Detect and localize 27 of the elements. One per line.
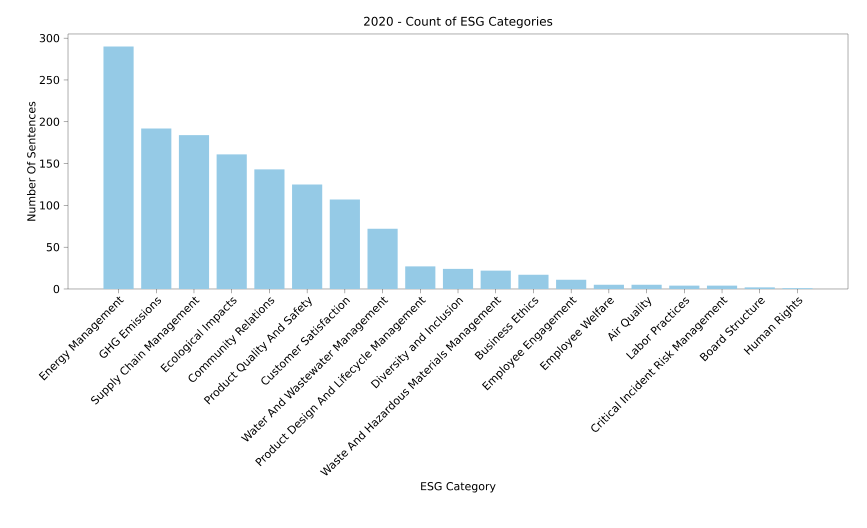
bar <box>594 284 624 289</box>
bar <box>254 169 285 289</box>
y-tick-label: 100 <box>40 201 60 210</box>
bar <box>178 135 210 289</box>
y-tick-label: 250 <box>40 76 60 84</box>
bar <box>330 200 360 289</box>
bar <box>518 274 549 289</box>
bar <box>480 270 511 289</box>
y-tick-label: 50 <box>46 243 60 252</box>
y-tick-label: 0 <box>54 284 60 294</box>
bar <box>141 128 172 289</box>
bar <box>632 284 662 289</box>
y-axis-title: Number Of Sentences <box>26 102 36 221</box>
bar <box>292 184 322 289</box>
bar <box>216 154 247 289</box>
bar <box>103 46 134 289</box>
bar <box>405 266 436 289</box>
bar <box>442 268 474 289</box>
y-tick-label: 150 <box>40 159 60 168</box>
bar <box>367 228 398 289</box>
bar <box>706 286 738 289</box>
bar <box>669 286 700 289</box>
chart-title: 2020 - Count of ESG Categories <box>364 16 552 28</box>
bar <box>556 280 586 289</box>
y-tick-label: 200 <box>40 118 60 126</box>
y-tick-label: 300 <box>40 34 60 42</box>
x-axis-title: ESG Category <box>421 482 496 492</box>
